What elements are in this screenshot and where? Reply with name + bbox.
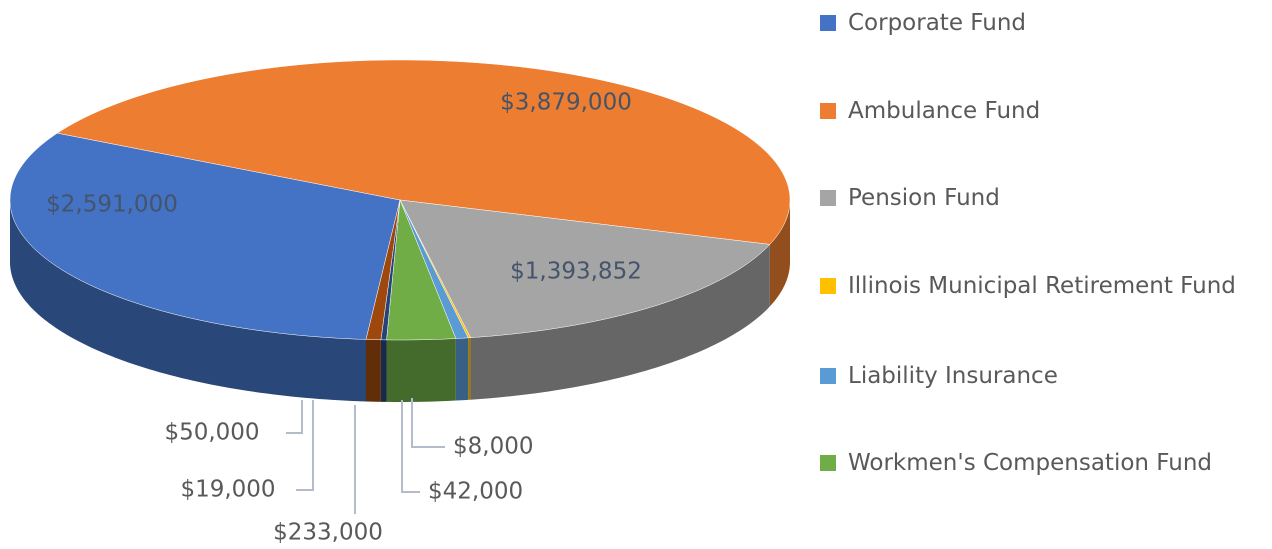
leader-line — [286, 400, 303, 434]
data-label: $233,000 — [273, 520, 383, 546]
legend-label: Liability Insurance — [848, 363, 1058, 389]
legend-swatch — [820, 103, 836, 119]
data-label: $19,000 — [180, 477, 275, 503]
legend-item: Ambulance Fund — [820, 94, 1040, 128]
data-label: $2,591,000 — [46, 192, 178, 218]
legend-label: Ambulance Fund — [848, 98, 1041, 124]
slice-side — [386, 338, 456, 402]
data-label: $8,000 — [453, 434, 533, 460]
slice-side — [769, 200, 790, 307]
pie-slice — [386, 199, 457, 341]
legend-item: Pension Fund — [820, 181, 1000, 215]
legend-label: Workmen's Compensation Fund — [848, 450, 1213, 476]
leader-line — [296, 400, 314, 491]
leader-line — [401, 400, 420, 493]
slice-side — [380, 339, 387, 402]
pie-slice — [56, 59, 791, 245]
slice-side — [366, 339, 381, 402]
legend-item: Liability Insurance — [820, 359, 1058, 393]
data-label: $50,000 — [164, 420, 259, 446]
slice-side — [455, 337, 469, 401]
data-label: $42,000 — [428, 479, 523, 505]
legend-label: Pension Fund — [848, 185, 1000, 211]
slice-sides — [10, 200, 790, 402]
legend-label: Corporate Fund — [848, 10, 1027, 36]
slice-side — [10, 200, 367, 402]
chart: $2,591,000 $3,879,000 $1,393,852 $8,000 $42,… — [9, 59, 791, 546]
leader-line — [411, 398, 445, 448]
pie-slice — [365, 199, 401, 341]
legend-swatch — [820, 15, 836, 31]
legend-swatch — [820, 455, 836, 471]
data-label: $3,879,000 — [500, 90, 632, 116]
pie-slice — [9, 132, 401, 340]
slice-side — [470, 244, 770, 400]
legend-label: Illinois Municipal Retirement Fund — [848, 273, 1236, 299]
legend-item: Illinois Municipal Retirement Fund — [820, 269, 1236, 303]
data-label: $1,393,852 — [510, 259, 642, 285]
legend-swatch — [820, 190, 836, 206]
legend-swatch — [820, 278, 836, 294]
slice-side — [468, 337, 471, 400]
pie-slice — [399, 199, 771, 338]
legend-item: Workmen's Compensation Fund — [820, 446, 1212, 480]
legend-item: Corporate Fund — [820, 6, 1026, 40]
legend-swatch — [820, 368, 836, 384]
